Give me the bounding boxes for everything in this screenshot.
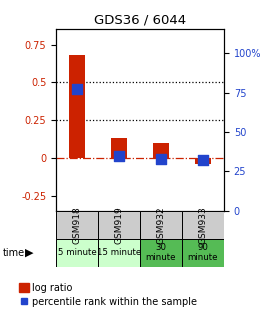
Legend: log ratio, percentile rank within the sample: log ratio, percentile rank within the sa… — [19, 283, 197, 307]
Text: 5 minute: 5 minute — [58, 248, 96, 257]
Text: GSM919: GSM919 — [115, 206, 123, 244]
Bar — [195, 158, 211, 164]
Text: time: time — [3, 248, 25, 258]
Bar — [182, 239, 224, 267]
Bar — [153, 143, 169, 158]
Bar — [98, 211, 140, 239]
Point — [201, 158, 205, 163]
Bar — [182, 211, 224, 239]
Text: GDS36 / 6044: GDS36 / 6044 — [94, 13, 186, 26]
Bar — [98, 239, 140, 267]
Point — [117, 153, 121, 158]
Text: GSM933: GSM933 — [199, 206, 207, 244]
Text: GSM918: GSM918 — [73, 206, 81, 244]
Point — [75, 87, 79, 92]
Text: GSM932: GSM932 — [157, 206, 165, 244]
Text: ▶: ▶ — [25, 248, 34, 258]
Bar — [69, 55, 85, 158]
Bar — [140, 211, 182, 239]
Text: 30
minute: 30 minute — [146, 243, 176, 262]
Bar — [111, 138, 127, 158]
Bar — [56, 211, 98, 239]
Point — [159, 156, 163, 162]
Text: 15 minute: 15 minute — [97, 248, 141, 257]
Bar — [56, 239, 98, 267]
Text: 90
minute: 90 minute — [188, 243, 218, 262]
Bar — [140, 239, 182, 267]
